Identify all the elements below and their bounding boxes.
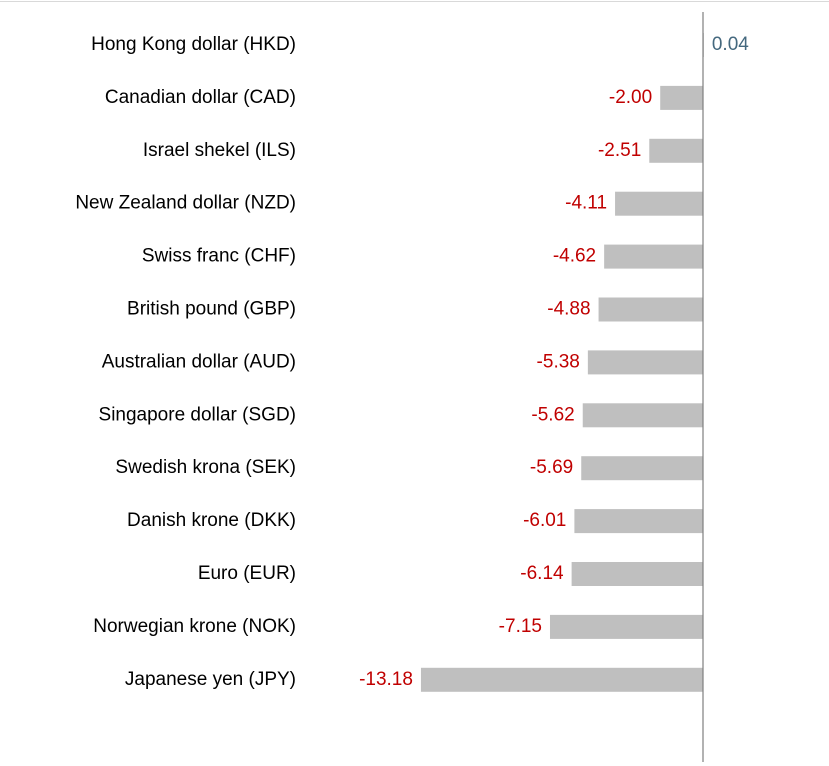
category-label: Norwegian krone (NOK)	[93, 616, 296, 637]
bar	[571, 562, 703, 586]
value-label: -5.38	[537, 351, 580, 372]
value-label: -13.18	[359, 669, 413, 690]
value-label: -2.00	[609, 87, 652, 108]
category-label: British pound (GBP)	[127, 299, 296, 320]
bar	[420, 667, 703, 692]
value-label: -6.01	[523, 510, 566, 531]
bar	[587, 350, 703, 375]
category-label: Japanese yen (JPY)	[125, 669, 296, 690]
category-label: Canadian dollar (CAD)	[105, 87, 296, 108]
category-label: Australian dollar (AUD)	[102, 351, 296, 372]
value-label: -7.15	[499, 616, 542, 637]
value-label: -4.62	[553, 246, 596, 267]
category-label: Hong Kong dollar (HKD)	[91, 34, 296, 55]
bar	[598, 297, 703, 322]
category-label: Singapore dollar (SGD)	[99, 404, 296, 425]
bar	[574, 509, 703, 534]
category-label: Euro (EUR)	[198, 563, 296, 584]
value-label: -4.11	[565, 193, 607, 214]
value-label: -4.88	[547, 299, 590, 320]
bar	[660, 85, 703, 110]
bar	[615, 191, 703, 216]
value-label: -5.62	[531, 404, 574, 425]
value-label: 0.04	[712, 34, 749, 55]
category-label: New Zealand dollar (NZD)	[75, 193, 296, 214]
bar	[549, 614, 703, 639]
category-label: Israel shekel (ILS)	[143, 140, 296, 161]
value-label: -5.69	[530, 457, 573, 478]
bar	[649, 138, 703, 163]
category-label: Swiss franc (CHF)	[142, 246, 296, 267]
category-label: Danish krone (DKK)	[127, 510, 296, 531]
bar	[581, 456, 703, 481]
bar	[582, 403, 703, 428]
bar	[604, 244, 703, 269]
value-label: -2.51	[598, 140, 641, 161]
category-label: Swedish krona (SEK)	[115, 457, 296, 478]
value-label: -6.14	[520, 563, 564, 584]
